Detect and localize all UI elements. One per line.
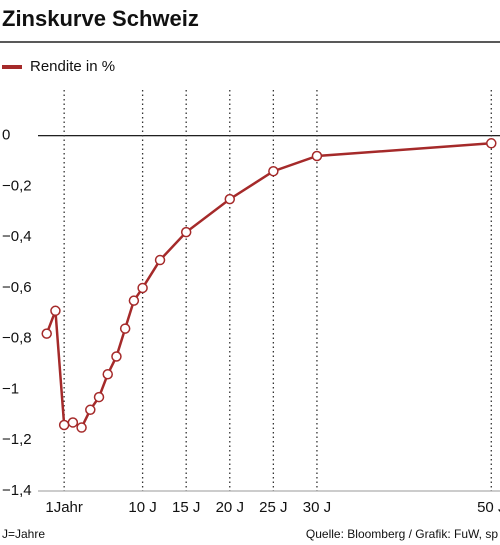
y-tick-label: −0,6 bbox=[2, 279, 32, 296]
chart-title: Zinskurve Schweiz bbox=[2, 6, 199, 31]
data-point bbox=[102, 369, 113, 380]
x-tick-label: 10 J bbox=[128, 499, 156, 516]
x-tick-label: 15 J bbox=[172, 499, 200, 516]
data-point bbox=[154, 254, 166, 266]
x-tick-label: 25 J bbox=[259, 499, 287, 516]
data-point bbox=[41, 328, 52, 339]
y-tick-label: −1,4 bbox=[2, 482, 32, 499]
data-point bbox=[311, 150, 323, 162]
x-tick-label: 1Jahr bbox=[45, 499, 83, 516]
source: Quelle: Bloomberg / Grafik: FuW, sp bbox=[306, 527, 498, 541]
data-point bbox=[224, 193, 236, 205]
x-tick-label: 20 J bbox=[216, 499, 244, 516]
series-line bbox=[45, 142, 492, 430]
y-tick-label: −1,2 bbox=[2, 431, 32, 448]
data-point bbox=[93, 391, 105, 403]
data-point bbox=[50, 305, 61, 317]
y-tick-label: −0,2 bbox=[2, 177, 32, 194]
y-tick-label: −0,8 bbox=[2, 330, 32, 347]
data-point bbox=[58, 419, 70, 431]
legend-label: Rendite in % bbox=[30, 58, 115, 75]
data-point bbox=[268, 165, 279, 177]
data-point bbox=[67, 417, 79, 428]
footnote: J=Jahre bbox=[2, 527, 45, 541]
data-point bbox=[111, 351, 122, 362]
y-tick-label: −1 bbox=[2, 380, 19, 397]
y-tick-label: 0 bbox=[2, 127, 10, 144]
y-tick-label: −0,4 bbox=[2, 228, 32, 245]
data-point bbox=[76, 422, 87, 433]
x-tick-label: 50 J bbox=[477, 499, 500, 516]
data-point bbox=[486, 138, 497, 149]
data-point bbox=[137, 282, 148, 294]
data-point bbox=[85, 404, 96, 416]
data-point bbox=[180, 226, 192, 238]
x-tick-label: 30 J bbox=[303, 499, 331, 516]
data-point bbox=[128, 295, 140, 306]
data-point bbox=[119, 323, 131, 334]
